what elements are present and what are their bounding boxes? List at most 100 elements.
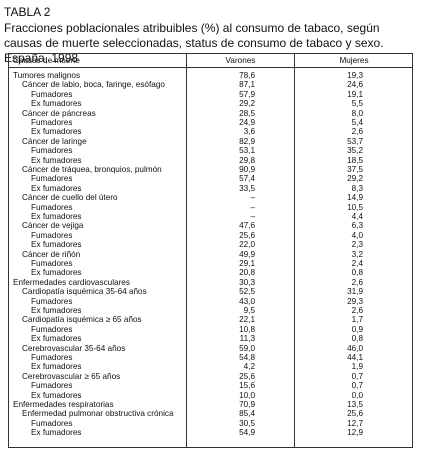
cell-varones: 52,5 [239, 287, 255, 297]
cell-mujeres: 12,7 [347, 418, 363, 428]
row-label: Fumadores [31, 146, 73, 156]
row-label: Ex fumadores [31, 362, 82, 372]
row-label: Cardiopatía isquémica 35-64 años [22, 287, 147, 297]
cell-varones: 30,3 [239, 277, 255, 287]
cell-varones: – [250, 193, 255, 203]
column-header: Mujeres [339, 56, 369, 65]
cell-varones: 10,0 [239, 390, 255, 400]
cell-varones: 87,1 [239, 80, 255, 90]
row-label: Enfermedades cardiovasculares [13, 277, 130, 287]
cell-mujeres: 31,9 [347, 287, 363, 297]
cell-mujeres: 29,3 [347, 296, 363, 306]
cell-mujeres: 18,5 [347, 155, 363, 165]
row-label: Ex fumadores [31, 306, 82, 315]
row-label: Fumadores [31, 418, 73, 428]
cell-varones: 90,9 [239, 165, 255, 174]
row-label: Fumadores [31, 89, 73, 99]
cell-mujeres: 0,0 [351, 390, 363, 400]
cell-mujeres: 4,4 [351, 212, 363, 221]
column-divider [186, 54, 187, 447]
row-label: Cáncer de riñón [22, 249, 81, 259]
row-label: Tumores malignos [13, 71, 81, 80]
cell-mujeres: 8,0 [351, 108, 363, 118]
row-label: Ex fumadores [31, 183, 82, 193]
cell-mujeres: 1,9 [351, 362, 363, 372]
cell-varones: 78,6 [239, 71, 255, 80]
cell-mujeres: 37,5 [347, 165, 363, 174]
row-label: Cáncer de laringe [22, 136, 87, 146]
row-label: Ex fumadores [31, 212, 82, 221]
row-label: Fumadores [31, 296, 73, 306]
row-label: Ex fumadores [31, 334, 82, 344]
cell-varones: – [250, 202, 255, 212]
cell-mujeres: 3,2 [351, 249, 363, 259]
cell-varones: 70,9 [239, 400, 255, 409]
cell-varones: 29,2 [239, 99, 255, 109]
cell-varones: 54,9 [239, 428, 255, 438]
cell-varones: 47,6 [239, 221, 255, 231]
row-label: Fumadores [31, 259, 73, 268]
cell-mujeres: 2,4 [351, 259, 363, 268]
column-header: Causas de muerte [13, 56, 80, 65]
row-label: Enfermedad pulmonar obstructiva crónica [22, 409, 174, 419]
column-header: Varones [225, 56, 256, 65]
cell-varones: 20,8 [239, 268, 255, 278]
row-label: Cáncer de labio, boca, faringe, esófago [22, 80, 165, 90]
cell-mujeres: 24,6 [347, 80, 363, 90]
cell-mujeres: 25,6 [347, 409, 363, 419]
cell-mujeres: 29,2 [347, 174, 363, 184]
cell-mujeres: 5,5 [351, 99, 363, 109]
row-label: Enfermedades respiratorias [13, 400, 114, 409]
cell-mujeres: 14,9 [347, 193, 363, 203]
cell-varones: 28,5 [239, 108, 255, 118]
cell-mujeres: 2,6 [351, 306, 363, 315]
row-label: Fumadores [31, 174, 73, 184]
cell-varones: 15,6 [239, 381, 255, 391]
row-label: Cáncer de tráquea, bronquios, pulmón [22, 165, 162, 174]
row-label: Cáncer de cuello del útero [22, 193, 118, 203]
row-label: Fumadores [31, 324, 73, 334]
row-label: Ex fumadores [31, 155, 82, 165]
cell-varones: 10,8 [239, 324, 255, 334]
cell-varones: 59,0 [239, 343, 255, 353]
row-label: Cáncer de vejiga [22, 221, 84, 231]
cell-varones: 57,4 [239, 174, 255, 184]
cell-mujeres: 2,6 [351, 277, 363, 287]
cell-varones: 25,6 [239, 230, 255, 240]
cell-mujeres: 2,6 [351, 127, 363, 137]
cell-mujeres: 0,7 [351, 381, 363, 391]
cell-varones: 85,4 [239, 409, 255, 419]
cell-mujeres: 13,5 [347, 400, 363, 409]
cell-varones: 11,3 [239, 334, 255, 344]
column-divider [294, 54, 295, 447]
cell-mujeres: 0,8 [351, 268, 363, 278]
cell-varones: 30,5 [239, 418, 255, 428]
row-label: Fumadores [31, 230, 73, 240]
cell-mujeres: 0,9 [351, 324, 363, 334]
row-label: Cerebrovascular ≥ 65 años [22, 371, 121, 381]
header-rule [9, 67, 412, 68]
cell-mujeres: 10,5 [347, 202, 363, 212]
cell-mujeres: 19,3 [347, 71, 363, 80]
cell-mujeres: 0,7 [351, 371, 363, 381]
row-label: Ex fumadores [31, 99, 82, 109]
cell-mujeres: 44,1 [347, 353, 363, 362]
cell-varones: 33,5 [239, 183, 255, 193]
cell-varones: 43,0 [239, 296, 255, 306]
row-label: Fumadores [31, 381, 73, 391]
cell-mujeres: 4,0 [351, 230, 363, 240]
table-label: TABLA 2 [4, 5, 51, 19]
row-label: Ex fumadores [31, 428, 82, 438]
cell-varones: 54,8 [239, 353, 255, 362]
cell-varones: 29,1 [239, 259, 255, 268]
cell-varones: 9,5 [243, 306, 255, 315]
cell-mujeres: 5,4 [351, 118, 363, 127]
cell-mujeres: 0,8 [351, 334, 363, 344]
cell-varones: 4,2 [243, 362, 255, 372]
cell-mujeres: 12,9 [347, 428, 363, 438]
cell-varones: 22,1 [239, 315, 255, 325]
cell-varones: 29,8 [239, 155, 255, 165]
row-label: Ex fumadores [31, 390, 82, 400]
row-label: Ex fumadores [31, 127, 82, 137]
